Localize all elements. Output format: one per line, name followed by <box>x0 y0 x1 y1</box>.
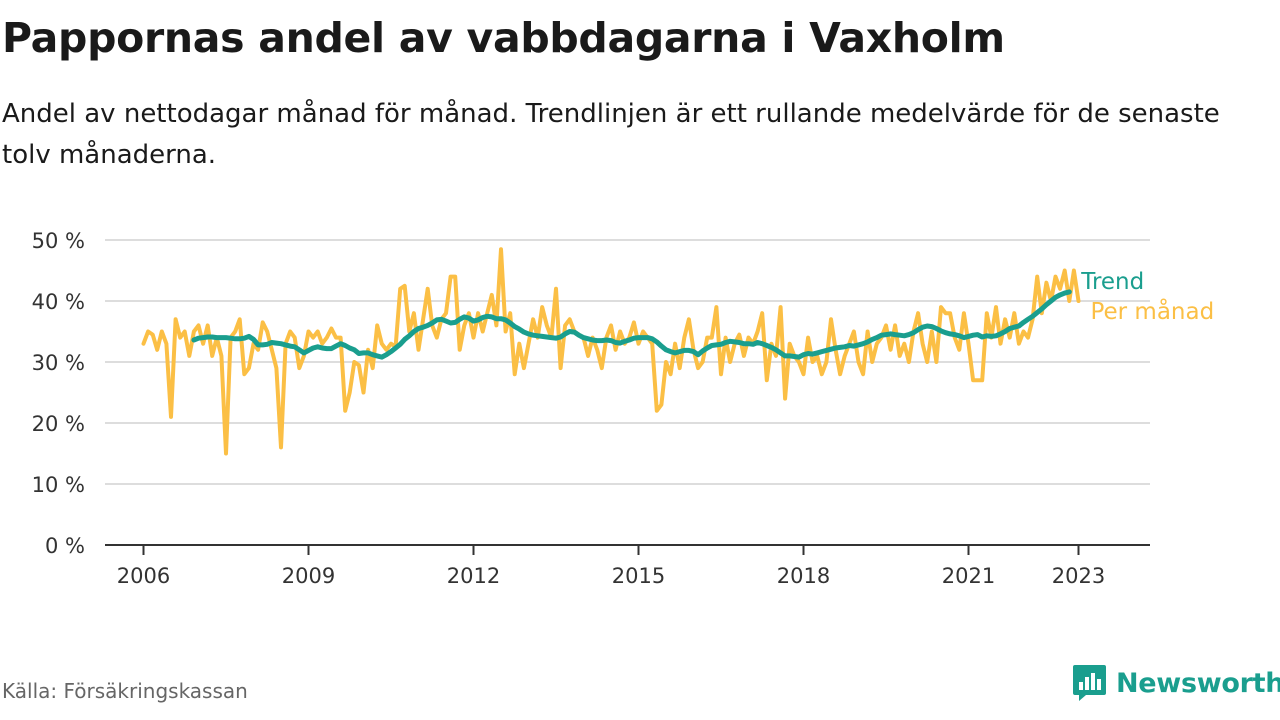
y-tick-label: 0 % <box>45 534 85 558</box>
x-tick-label: 2012 <box>447 564 500 588</box>
monthly-line <box>141 247 1081 456</box>
newsworthy-logo-icon <box>1073 665 1106 701</box>
y-tick-label: 10 % <box>32 473 85 497</box>
trend-line <box>191 289 1072 360</box>
x-tick-label: 2009 <box>282 564 335 588</box>
chart-subtitle: Andel av nettodagar månad för månad. Tre… <box>2 99 1220 170</box>
y-tick-label: 40 % <box>32 290 85 314</box>
source-note: Källa: Försäkringskassan <box>2 679 248 703</box>
y-tick-label: 30 % <box>32 351 85 375</box>
brand-name: Newsworthy <box>1116 667 1280 699</box>
legend-label-trend: Trend <box>1080 269 1144 295</box>
x-tick-label: 2023 <box>1052 564 1105 588</box>
x-tick-label: 2006 <box>117 564 170 588</box>
x-tick-label: 2015 <box>612 564 665 588</box>
y-tick-label: 50 % <box>32 229 85 253</box>
brand-logo: Newsworthy <box>1072 664 1280 702</box>
y-tick-label: 20 % <box>32 412 85 436</box>
legend-label-monthly: Per månad <box>1090 297 1214 325</box>
x-tick-label: 2021 <box>942 564 995 588</box>
chart-title: Pappornas andel av vabbdagarna i Vaxholm <box>2 14 1005 62</box>
x-tick-label: 2018 <box>777 564 830 588</box>
